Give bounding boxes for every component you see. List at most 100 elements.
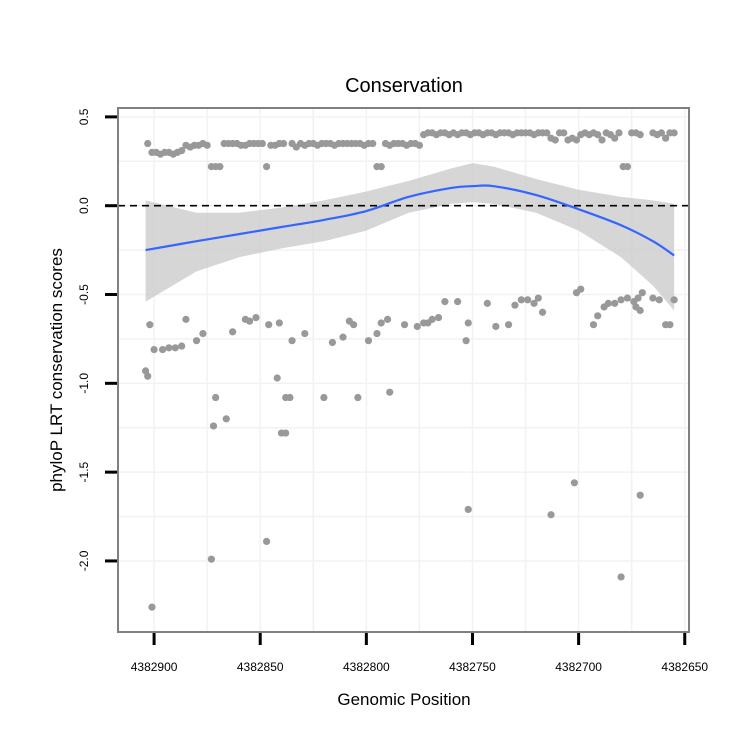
data-point — [288, 337, 296, 345]
data-point — [377, 163, 385, 171]
data-point — [598, 136, 606, 144]
data-point — [617, 573, 625, 581]
data-point — [636, 306, 644, 315]
data-point — [252, 314, 260, 322]
confidence-band — [145, 163, 675, 311]
data-point — [464, 319, 472, 327]
data-point — [611, 134, 619, 142]
data-point — [551, 136, 559, 144]
data-point — [634, 294, 642, 302]
data-point — [670, 129, 678, 137]
data-point — [279, 139, 288, 148]
data-point — [273, 374, 281, 382]
data-point — [328, 338, 336, 347]
data-point — [207, 555, 215, 563]
data-point — [277, 429, 286, 437]
data-point — [483, 299, 491, 307]
data-point — [320, 393, 328, 402]
data-point — [662, 134, 670, 142]
data-point — [265, 321, 273, 329]
data-point — [216, 163, 224, 171]
data-point — [199, 329, 207, 338]
data-point — [604, 299, 612, 307]
data-point — [666, 321, 674, 329]
data-point — [301, 329, 309, 338]
data-point — [364, 337, 373, 345]
y-axis-title: phyloP LRT conservation scores — [47, 248, 66, 492]
data-point — [547, 511, 555, 519]
x-tick-label: 4382900 — [131, 660, 178, 674]
smooth-line-layer — [145, 184, 675, 257]
data-point — [670, 296, 678, 304]
data-point — [415, 141, 424, 149]
data-point — [570, 479, 578, 487]
data-point — [262, 163, 271, 171]
data-point — [148, 603, 156, 611]
data-point — [655, 296, 663, 304]
data-point — [638, 289, 646, 297]
data-point — [636, 491, 644, 499]
data-point — [611, 299, 619, 307]
data-point — [454, 298, 462, 306]
y-tick-label: -2.0 — [77, 550, 91, 571]
y-tick-label: -1.0 — [77, 373, 91, 394]
y-axis: 0.5 0.0 -0.5 -1.0 -1.5 -2.0 — [77, 108, 117, 571]
data-point — [377, 319, 385, 327]
data-point — [524, 296, 532, 304]
data-point — [623, 163, 632, 171]
data-point — [538, 308, 547, 316]
data-point — [594, 312, 602, 320]
data-point — [275, 319, 283, 327]
data-point — [144, 139, 152, 148]
data-point — [413, 322, 421, 331]
data-point — [192, 337, 201, 345]
data-point — [615, 129, 623, 137]
data-point — [144, 372, 152, 380]
data-point — [517, 296, 525, 304]
data-point — [572, 136, 581, 144]
data-point — [434, 314, 443, 322]
data-point — [158, 345, 167, 354]
data-point — [657, 129, 666, 137]
confidence-band-layer — [145, 163, 675, 311]
data-point — [383, 315, 392, 323]
data-point — [150, 345, 158, 354]
data-point — [262, 537, 271, 546]
data-point — [589, 321, 598, 329]
x-tick-label: 4382750 — [449, 660, 496, 674]
data-point — [428, 315, 436, 323]
y-tick-label: 0.5 — [77, 108, 91, 125]
data-point — [354, 393, 362, 402]
data-point — [178, 342, 186, 350]
panel-border — [117, 107, 690, 633]
data-point — [203, 141, 211, 149]
data-point — [464, 505, 472, 514]
x-tick-label: 4382850 — [237, 660, 284, 674]
x-axis-title: Genomic Position — [337, 690, 470, 709]
y-tick-label: -0.5 — [77, 284, 91, 305]
data-point — [182, 315, 190, 323]
x-tick-label: 4382800 — [343, 660, 390, 674]
data-point — [209, 422, 218, 430]
data-point — [373, 329, 381, 338]
data-point — [258, 139, 266, 148]
x-tick-label: 4382700 — [555, 660, 602, 674]
data-point — [560, 129, 568, 137]
data-point — [369, 139, 377, 148]
data-point — [649, 294, 657, 302]
data-point — [594, 131, 602, 139]
data-point — [511, 301, 519, 309]
data-point — [339, 333, 347, 341]
data-point — [530, 299, 538, 307]
y-tick-label: -1.5 — [77, 461, 91, 482]
data-point — [350, 321, 358, 329]
smooth-line — [145, 184, 675, 257]
data-point — [577, 285, 585, 293]
data-point — [492, 322, 500, 331]
data-point — [400, 321, 409, 329]
data-point — [534, 294, 542, 302]
data-point — [286, 393, 294, 402]
data-point — [246, 317, 254, 325]
data-point — [386, 388, 394, 396]
